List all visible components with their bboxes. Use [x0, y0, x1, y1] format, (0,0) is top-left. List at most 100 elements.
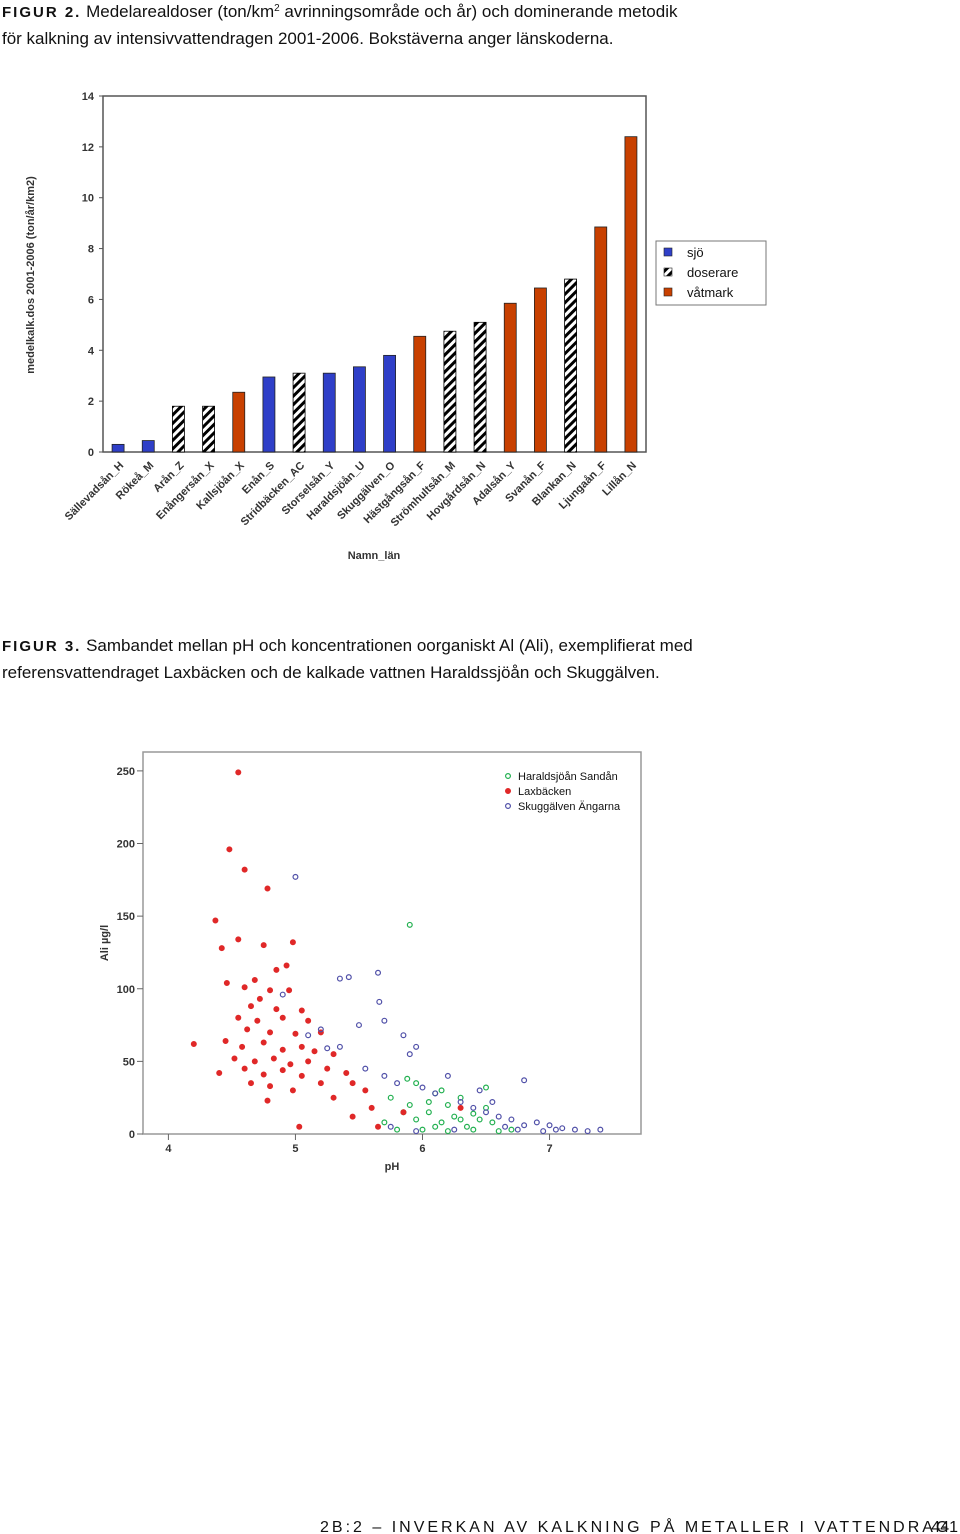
point [336, 1043, 343, 1050]
point [521, 1122, 528, 1129]
point [305, 1017, 312, 1024]
legend-swatch [663, 267, 673, 277]
bar [624, 136, 638, 453]
bar [111, 443, 125, 453]
point [212, 917, 219, 924]
legend-swatch [663, 247, 673, 257]
point [324, 1045, 331, 1052]
point [406, 921, 413, 928]
bar [594, 226, 608, 453]
bar [172, 405, 185, 453]
point [376, 998, 383, 1005]
point [292, 873, 299, 880]
y-tick-label: 200 [117, 839, 135, 851]
point [387, 1094, 394, 1101]
legend-box [655, 240, 767, 306]
bar [443, 330, 457, 453]
point [218, 945, 225, 952]
point [489, 1119, 496, 1126]
point [381, 1072, 388, 1079]
point [495, 1113, 502, 1120]
point [546, 1122, 553, 1129]
legend-marker [505, 772, 512, 779]
point [317, 1080, 324, 1087]
y-axis-label: medelkalk.dos 2001-2006 (ton/år/km2) [25, 176, 37, 374]
x-tick-label: 4 [165, 1143, 172, 1155]
point [241, 866, 248, 873]
point [251, 1058, 258, 1065]
point [239, 1043, 246, 1050]
point [317, 1026, 324, 1033]
point [235, 936, 242, 943]
caption: FIGUR 3. Sambandet mellan pH och koncent… [2, 636, 693, 655]
point [400, 1109, 407, 1116]
caption-text: för kalkning av intensivvattendragen 200… [2, 29, 613, 48]
point [432, 1123, 439, 1130]
point [540, 1128, 547, 1135]
page-number: 441 [931, 1519, 958, 1534]
caption-text: Sambandet mellan pH och koncentrationen … [86, 636, 693, 655]
point [298, 1072, 305, 1079]
bar [141, 440, 155, 453]
point [419, 1084, 426, 1091]
point [559, 1125, 566, 1132]
legend-swatch [663, 287, 673, 297]
y-tick-label: 2 [88, 396, 94, 408]
point [495, 1128, 502, 1135]
point [514, 1126, 521, 1133]
point [394, 1080, 401, 1087]
point [521, 1077, 528, 1084]
point [279, 1014, 286, 1021]
y-tick-label: 50 [123, 1056, 135, 1068]
point [476, 1116, 483, 1123]
bar [534, 287, 547, 453]
point [226, 846, 233, 853]
point [584, 1128, 591, 1135]
plot-frame [142, 751, 642, 1135]
y-tick-label: 250 [117, 766, 135, 778]
point [264, 1097, 271, 1104]
point [483, 1109, 490, 1116]
point [381, 1119, 388, 1126]
point [336, 975, 343, 982]
x-tick-label: 6 [419, 1143, 425, 1155]
superscript: 2 [274, 3, 280, 14]
point [296, 1123, 303, 1130]
legend-label: sjö [687, 245, 704, 260]
bar [232, 391, 246, 453]
point [362, 1065, 369, 1072]
point [298, 1043, 305, 1050]
point [267, 1083, 274, 1090]
bar [413, 335, 427, 453]
legend-label: Laxbäcken [518, 786, 571, 798]
bar [383, 354, 396, 453]
point [311, 1048, 318, 1055]
legend-marker [505, 787, 512, 794]
caption: FIGUR 2. Medelarealdoser (ton/km2 avrinn… [2, 2, 678, 21]
point [451, 1126, 458, 1133]
point [267, 1029, 274, 1036]
point [279, 1046, 286, 1053]
point [438, 1119, 445, 1126]
legend-label: doserare [687, 265, 738, 280]
point [375, 1123, 382, 1130]
y-tick-label: 100 [117, 984, 135, 996]
point [444, 1101, 451, 1108]
x-tick-label: 7 [546, 1143, 552, 1155]
point [375, 969, 382, 976]
caption-text: avrinningsområde och år) och dominerande… [280, 2, 678, 21]
point [489, 1099, 496, 1106]
point [508, 1116, 515, 1123]
x-axis-label: Namn_län [348, 550, 401, 562]
point [444, 1128, 451, 1135]
point [247, 1003, 254, 1010]
x-tick-label: 5 [292, 1143, 298, 1155]
point [425, 1109, 432, 1116]
point [355, 1022, 362, 1029]
point [292, 1030, 299, 1037]
y-tick-label: 150 [117, 911, 135, 923]
point [251, 977, 258, 984]
point [260, 1039, 267, 1046]
point [406, 1051, 413, 1058]
